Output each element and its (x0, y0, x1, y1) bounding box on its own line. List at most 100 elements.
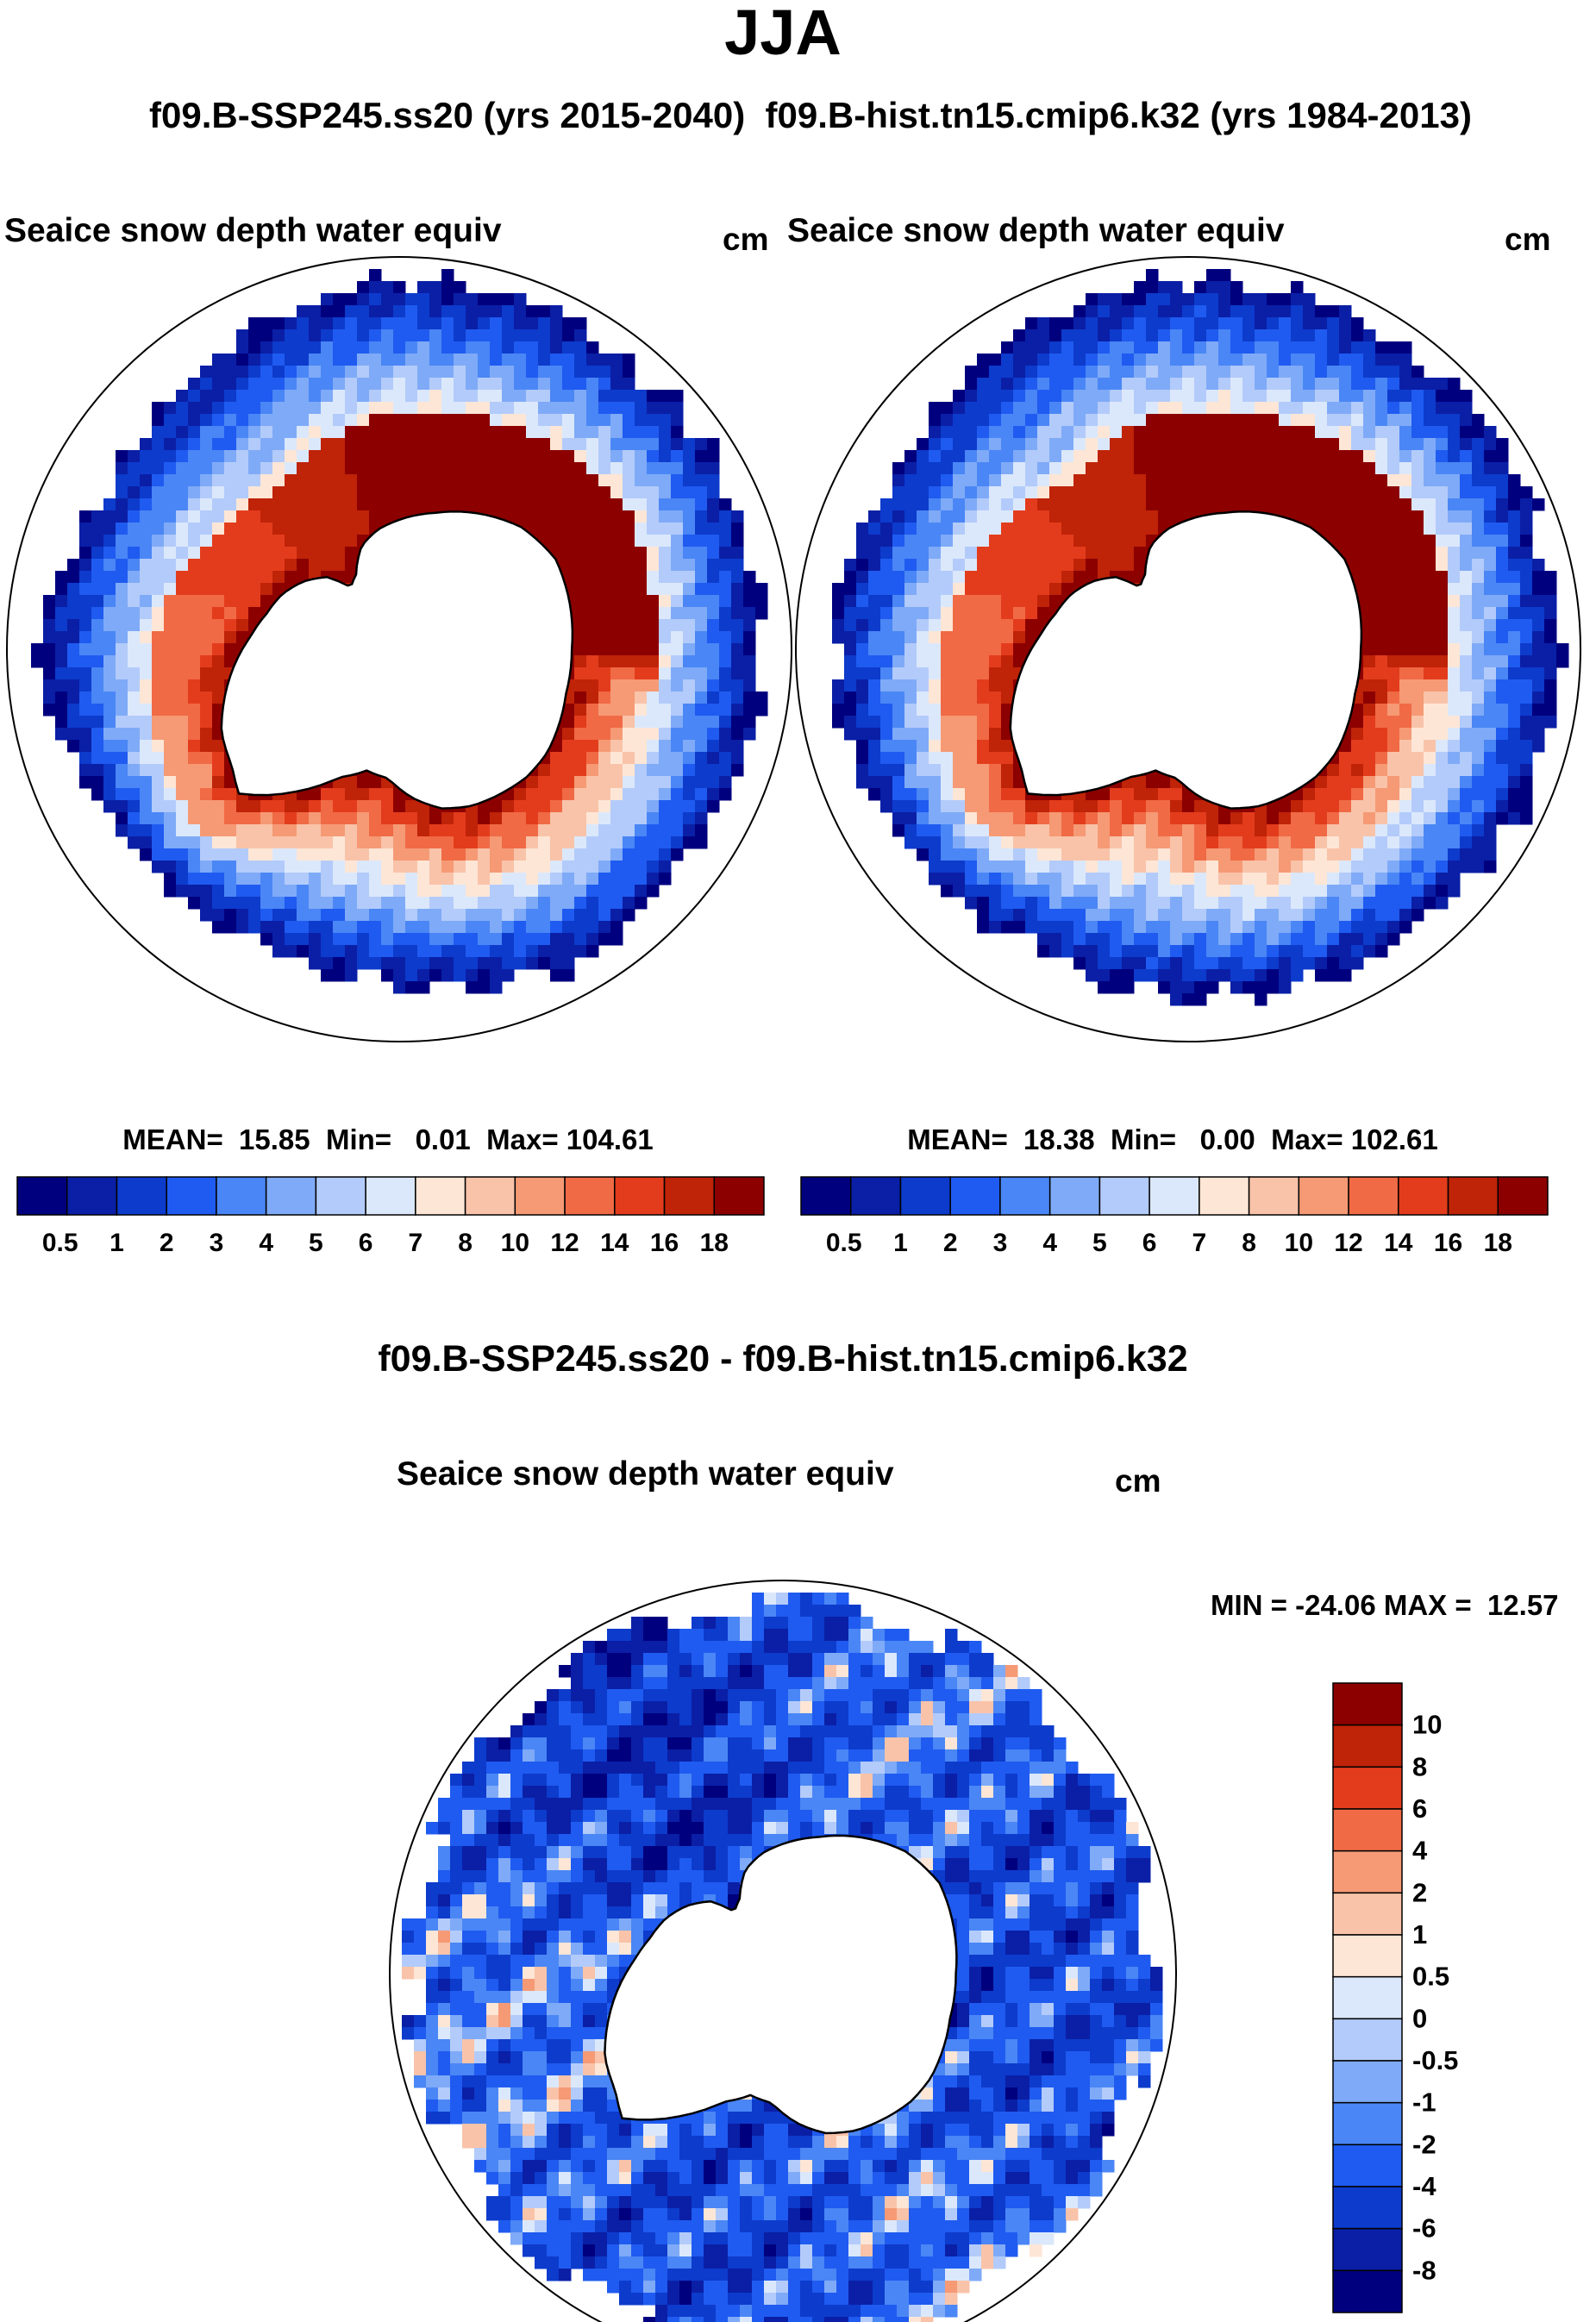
field-cell (659, 510, 672, 523)
field-cell (441, 486, 454, 499)
field-cell (550, 933, 563, 946)
field-cell (1291, 462, 1304, 475)
field-cell (659, 583, 672, 596)
field-cell (526, 945, 539, 958)
field-cell (1327, 897, 1340, 910)
field-cell (1158, 341, 1171, 354)
field-cell (1098, 957, 1111, 970)
field-cell (1025, 366, 1038, 379)
field-cell (236, 426, 249, 439)
field-cell (574, 836, 587, 849)
field-cell (598, 692, 611, 704)
field-cell (550, 462, 563, 475)
field-cell (224, 788, 237, 801)
field-cell (695, 836, 708, 849)
field-cell (454, 390, 466, 403)
field-cell (200, 390, 213, 403)
field-cell (1411, 486, 1424, 499)
field-cell (743, 667, 756, 680)
field-cell (200, 619, 213, 632)
field-cell (1017, 1677, 1030, 1690)
field-cell (1460, 667, 1473, 680)
field-cell (941, 692, 954, 704)
field-cell (1363, 704, 1376, 717)
field-cell (55, 571, 68, 584)
field-cell (1472, 740, 1485, 753)
field-cell (164, 861, 177, 873)
field-cell (619, 1725, 632, 1738)
field-cell (1086, 848, 1098, 861)
field-cell (152, 764, 165, 777)
field-cell (1411, 716, 1424, 729)
field-cell (989, 788, 1002, 801)
field-cell (248, 390, 261, 403)
field-cell (1230, 390, 1243, 403)
field-cell (1086, 474, 1098, 487)
field-cell (1255, 329, 1267, 342)
field-cell (586, 402, 599, 415)
field-cell (285, 873, 297, 886)
field-cell (1339, 752, 1352, 765)
field-cell (1134, 486, 1147, 499)
field-cell (1170, 921, 1183, 934)
field-cell (1351, 861, 1364, 873)
field-cell (719, 559, 732, 572)
field-cell (55, 583, 68, 596)
field-cell (1025, 498, 1038, 511)
field-cell (297, 414, 310, 427)
field-cell (441, 498, 454, 511)
field-cell (623, 619, 635, 632)
field-cell (490, 933, 503, 946)
field-cell (610, 812, 623, 825)
field-cell (321, 933, 334, 946)
field-cell (1448, 571, 1461, 584)
field-cell (788, 1713, 801, 1726)
panel-difference-units: cm (1115, 1463, 1161, 1499)
field-cell (1375, 486, 1388, 499)
field-cell (659, 728, 672, 741)
field-cell (1387, 728, 1400, 741)
field-cell (595, 1653, 608, 1666)
field-cell (1134, 848, 1147, 861)
field-cell (929, 752, 942, 765)
field-cell (1005, 1701, 1018, 1714)
field-cell (598, 921, 611, 934)
field-cell (562, 897, 575, 910)
field-cell (1399, 692, 1412, 704)
field-cell (550, 378, 563, 391)
field-cell (1194, 969, 1207, 982)
field-cell (868, 595, 881, 608)
field-cell (1206, 873, 1219, 886)
field-cell (598, 812, 611, 825)
field-cell (514, 498, 527, 511)
field-cell (977, 667, 990, 680)
field-cell (1242, 414, 1255, 427)
field-cell (1218, 390, 1231, 403)
field-cell (977, 921, 990, 934)
field-cell (188, 897, 201, 910)
field-cell (1375, 547, 1388, 560)
field-cell (904, 667, 917, 680)
field-cell (1218, 861, 1231, 873)
field-cell (610, 631, 623, 644)
colorbar-swatch (949, 1176, 1001, 1216)
field-cell (502, 450, 515, 463)
field-cell (1158, 486, 1171, 499)
field-cell (188, 486, 201, 499)
field-cell (1532, 692, 1545, 704)
field-cell (1327, 474, 1340, 487)
field-cell (586, 619, 599, 632)
field-cell (454, 402, 466, 415)
field-cell (707, 619, 720, 632)
field-cell (1303, 378, 1316, 391)
field-cell (1134, 812, 1147, 825)
field-cell (1013, 788, 1026, 801)
field-cell (478, 450, 491, 463)
field-cell (917, 607, 929, 620)
colorbar-swatch (1048, 1176, 1101, 1216)
field-cell (716, 1713, 729, 1726)
field-cell (1030, 1713, 1042, 1726)
field-cell (1399, 643, 1412, 656)
field-cell (929, 873, 942, 886)
field-cell (574, 776, 587, 789)
